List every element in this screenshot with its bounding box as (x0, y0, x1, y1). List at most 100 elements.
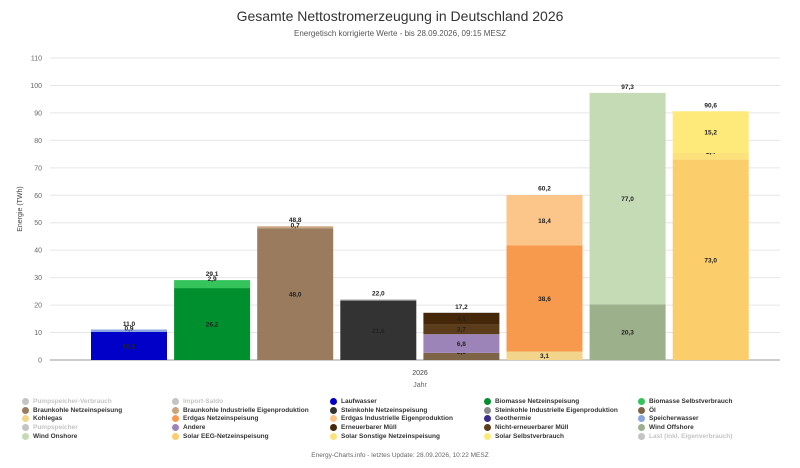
legend-swatch (484, 406, 491, 414)
bar-segment (589, 304, 666, 360)
legend-label: Steinkohle Netzeinspeisung (341, 406, 428, 414)
legend-item[interactable]: Pumpspeicher-Verbrauch (22, 398, 112, 405)
legend-item[interactable]: Wind Onshore (22, 432, 77, 440)
data-label: 26,2 (206, 322, 219, 329)
x-tick-label: 2026 (412, 370, 428, 377)
y-tick-label: 80 (34, 138, 42, 145)
legend-item[interactable]: Speicherwasser (638, 415, 699, 423)
bar-segment (340, 299, 417, 301)
bar-total-label: 22,0 (372, 291, 385, 298)
footer-update-note: Energy-Charts.info - letztes Update: 28.… (311, 452, 489, 459)
data-label: 10,2 (123, 343, 136, 350)
legend-swatch (172, 432, 179, 440)
legend-label: Geothermie (495, 415, 532, 423)
legend-item[interactable]: Last (inkl. Eigenverbrauch) (638, 432, 733, 440)
y-tick-label: 70 (34, 165, 42, 172)
legend-label: Nicht-erneuerbarer Müll (495, 424, 569, 432)
legend-item[interactable]: Erdgas Industrielle Eigenproduktion (330, 415, 453, 423)
data-label: 48,0 (289, 292, 302, 299)
legend-item[interactable]: Andere (172, 424, 206, 432)
bar-segment (672, 152, 749, 160)
data-label: 15,2 (704, 130, 717, 137)
bar-total-label: 17,2 (455, 304, 468, 311)
legend-item[interactable]: Pumpspeicher (22, 424, 78, 432)
bar-segment (589, 92, 666, 305)
legend-swatch (330, 406, 337, 414)
legend-label: Steinkohle Industrielle Eigenproduktion (495, 406, 618, 414)
chart-subtitle: Energetisch korrigierte Werte - bis 28.0… (294, 29, 506, 38)
data-label: 3,7 (457, 327, 466, 334)
legend-label: Wind Offshore (649, 424, 694, 432)
y-tick-label: 110 (31, 56, 42, 63)
bar-segment (423, 352, 500, 360)
legend-swatch (638, 398, 645, 405)
legend-item[interactable]: Solar Selbstverbrauch (484, 432, 564, 440)
legend-item[interactable]: Erdgas Netzeinspeisung (172, 415, 259, 423)
bar-segment (423, 324, 500, 335)
legend-item[interactable]: Import-Saldo (172, 398, 223, 405)
bar-total-label: 48,8 (289, 217, 302, 224)
bar-segment (672, 111, 749, 153)
bar-segment (91, 329, 167, 332)
legend-item[interactable]: Solar EEG-Netzeinspeisung (172, 432, 269, 440)
data-label: 73,0 (704, 257, 717, 264)
legend-item[interactable]: Braunkohle Netzeinspeisung (22, 406, 123, 414)
legend-label: Erdgas Industrielle Eigenproduktion (341, 415, 453, 423)
legend-swatch (484, 415, 491, 423)
legend-item[interactable]: Braunkohle Industrielle Eigenproduktion (172, 406, 309, 414)
legend-item[interactable]: Steinkohle Netzeinspeisung (330, 406, 428, 414)
legend-label: Biomasse Netzeinspeisung (495, 398, 580, 405)
legend-item[interactable]: Kohlegas (22, 415, 63, 423)
legend-item[interactable]: Geothermie (484, 415, 532, 423)
data-label: 77,0 (621, 196, 634, 203)
bar-total-label: 90,6 (704, 102, 717, 109)
legend-swatch (330, 398, 337, 405)
stacked-bar-chart: 0 10 20 30 40 50 60 70 80 90 100 110 Energie (TWh) 20… (17, 56, 780, 389)
y-tick-label: 40 (34, 248, 42, 255)
bar-segment (423, 312, 500, 325)
legend-label: Last (inkl. Eigenverbrauch) (649, 432, 733, 440)
legend-label: Solar Sonstige Netzeinspeisung (341, 432, 440, 440)
legend-item[interactable]: Biomasse Netzeinspeisung (484, 398, 579, 405)
legend-label: Pumpspeicher-Verbrauch (33, 398, 112, 405)
legend-swatch (22, 415, 29, 423)
legend-item[interactable]: Steinkohle Industrielle Eigenproduktion (484, 406, 618, 414)
legend-label: Speicherwasser (649, 415, 699, 423)
bar-segment (174, 280, 251, 289)
data-label: 38,6 (538, 296, 551, 303)
legend-swatch (172, 415, 179, 423)
data-label: 3,1 (540, 353, 549, 360)
legend-swatch (484, 432, 491, 440)
legend-swatch (22, 398, 29, 405)
bar-segment (423, 334, 500, 353)
legend-label: Braunkohle Netzeinspeisung (33, 406, 123, 414)
legend-item[interactable]: Biomasse Selbstverbrauch (638, 398, 732, 405)
legend-item[interactable]: Wind Offshore (638, 424, 694, 432)
data-label: 6,8 (457, 341, 466, 348)
legend-item[interactable]: Erneuerbarer Müll (330, 424, 397, 432)
legend-label: Kohlegas (33, 415, 63, 423)
legend-label: Solar EEG-Netzeinspeisung (183, 432, 269, 440)
bar-segment (257, 226, 334, 229)
legend-item[interactable]: Nicht-erneuerbarer Müll (484, 424, 569, 432)
legend-item[interactable]: Öl (638, 406, 656, 414)
legend-swatch (638, 415, 645, 423)
legend-item[interactable]: Solar Sonstige Netzeinspeisung (330, 432, 440, 440)
y-tick-label: 50 (34, 220, 42, 227)
data-label: 0,7 (291, 222, 300, 229)
data-label: 21,6 (372, 328, 385, 335)
legend-label: Erdgas Netzeinspeisung (183, 415, 259, 423)
legend-swatch (172, 406, 179, 414)
bar-total-label: 11,0 (123, 321, 136, 328)
bar-total-label: 97,3 (621, 84, 634, 91)
legend-swatch (172, 398, 179, 405)
legend-label: Andere (183, 424, 206, 432)
legend-label: Braunkohle Industrielle Eigenproduktion (183, 406, 309, 414)
legend-label: Öl (649, 406, 656, 414)
legend-swatch (22, 406, 29, 414)
legend-swatch (330, 415, 337, 423)
legend-item[interactable]: Laufwasser (330, 398, 377, 405)
y-tick-label: 20 (34, 303, 42, 310)
data-label: 20,3 (621, 330, 634, 337)
data-label: 4,1 (457, 316, 466, 323)
